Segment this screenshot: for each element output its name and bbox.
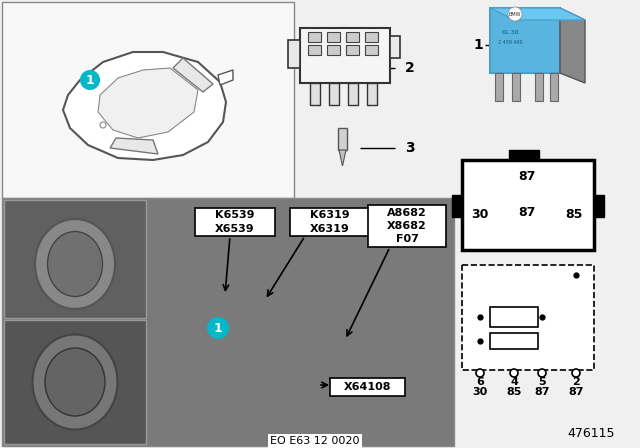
Text: 1: 1	[86, 73, 94, 86]
Bar	[4, 200, 146, 318]
Text: 87: 87	[534, 387, 550, 397]
Text: 30: 30	[472, 387, 488, 397]
Bar	[329, 83, 339, 105]
Bar	[462, 265, 594, 370]
Bar	[490, 8, 560, 73]
Text: EO E63 12 0020: EO E63 12 0020	[270, 436, 360, 446]
Bar	[2, 198, 454, 446]
Bar	[346, 45, 359, 55]
Bar	[490, 307, 538, 327]
Bar	[368, 205, 446, 247]
Text: 4: 4	[510, 377, 518, 387]
Ellipse shape	[47, 232, 102, 297]
Bar	[195, 208, 275, 236]
Text: 61.36: 61.36	[501, 30, 519, 35]
Bar	[509, 150, 539, 160]
Text: 85: 85	[565, 208, 582, 221]
Bar	[310, 83, 320, 105]
Text: K6539
X6539: K6539 X6539	[215, 211, 255, 233]
Circle shape	[207, 317, 229, 339]
Text: K6319
X6319: K6319 X6319	[310, 211, 350, 233]
Text: A8682
X8682
F07: A8682 X8682 F07	[387, 208, 427, 244]
Bar	[338, 128, 347, 150]
Bar	[452, 195, 462, 217]
Bar	[330, 378, 405, 396]
Bar	[4, 320, 146, 444]
Ellipse shape	[35, 219, 115, 309]
Bar	[365, 45, 378, 55]
Bar	[512, 73, 520, 101]
Text: 1: 1	[214, 322, 222, 335]
Bar	[367, 83, 377, 105]
Circle shape	[572, 369, 580, 377]
Bar	[327, 45, 340, 55]
Polygon shape	[63, 52, 226, 160]
Text: 476115: 476115	[568, 427, 615, 440]
Text: BMW: BMW	[509, 12, 521, 17]
Text: 87: 87	[518, 169, 536, 182]
Bar	[365, 32, 378, 42]
Text: 87: 87	[568, 387, 584, 397]
Text: 85: 85	[506, 387, 522, 397]
Polygon shape	[218, 70, 233, 85]
Circle shape	[508, 7, 522, 21]
Bar	[2, 2, 294, 198]
Circle shape	[510, 369, 518, 377]
Bar	[327, 32, 340, 42]
Polygon shape	[173, 58, 213, 92]
Ellipse shape	[45, 348, 105, 416]
Text: 30: 30	[471, 208, 489, 221]
Polygon shape	[98, 68, 198, 138]
Polygon shape	[339, 150, 346, 166]
Circle shape	[476, 369, 484, 377]
Text: 2: 2	[572, 377, 580, 387]
Ellipse shape	[33, 335, 118, 430]
Text: X64108: X64108	[344, 382, 391, 392]
Circle shape	[538, 369, 546, 377]
Polygon shape	[560, 8, 585, 83]
Text: 2: 2	[405, 61, 415, 75]
Bar	[594, 195, 604, 217]
Bar	[535, 73, 543, 101]
Bar	[308, 45, 321, 55]
Text: 2 459 499: 2 459 499	[498, 40, 522, 46]
Circle shape	[80, 70, 100, 90]
Bar	[390, 36, 400, 58]
Text: 6: 6	[476, 377, 484, 387]
Bar	[495, 73, 503, 101]
Polygon shape	[490, 8, 585, 20]
Text: 1: 1	[473, 38, 483, 52]
Bar	[308, 32, 321, 42]
Polygon shape	[110, 138, 158, 154]
Bar	[348, 83, 358, 105]
Bar	[490, 333, 538, 349]
Text: 3: 3	[405, 141, 415, 155]
Bar	[550, 73, 558, 101]
Bar	[462, 160, 594, 250]
Text: 87: 87	[518, 206, 536, 219]
Bar	[288, 40, 300, 68]
Bar	[300, 28, 390, 83]
Bar	[290, 208, 370, 236]
Bar	[346, 32, 359, 42]
Text: 5: 5	[538, 377, 546, 387]
